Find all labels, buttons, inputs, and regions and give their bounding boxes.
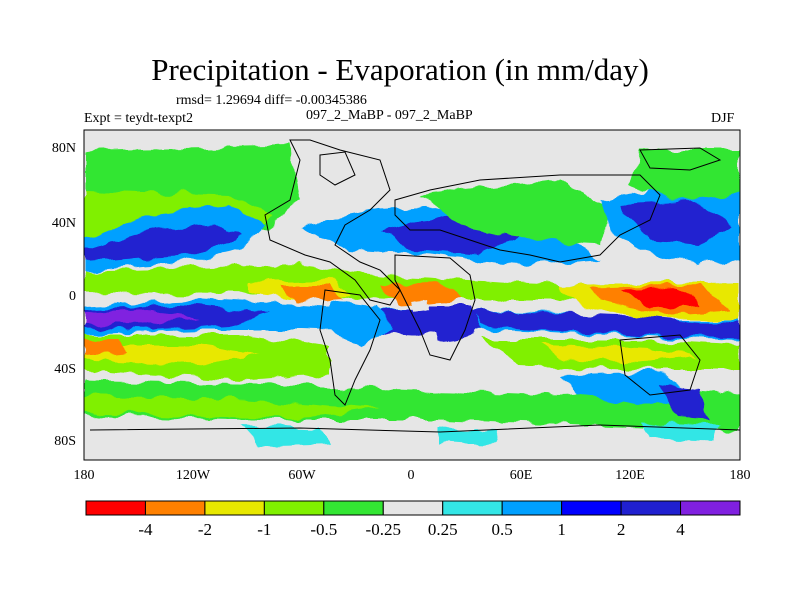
- colorbar-label: -4: [138, 520, 153, 539]
- colorbar-swatch: [85, 500, 146, 516]
- colorbar-label: 1: [557, 520, 566, 539]
- lon-tick-label: 180: [74, 468, 95, 483]
- colorbar-label: 4: [676, 520, 685, 539]
- colorbar-swatch: [144, 500, 206, 516]
- lon-tick-label: 0: [408, 468, 415, 483]
- colorbar-swatch: [620, 500, 682, 516]
- colorbar-label: -1: [257, 520, 271, 539]
- lat-tick-label: 0: [69, 289, 76, 304]
- colorbar-label: -2: [198, 520, 212, 539]
- lat-tick-label: 40N: [52, 216, 76, 231]
- colorbar-label: 0.5: [492, 520, 513, 539]
- lon-tick-label: 60W: [288, 468, 316, 483]
- colorbar: -4 -2 -1 -0.5 -0.25 0.25 0.5 1 2 4: [85, 500, 741, 539]
- stats-text: rmsd= 1.29694 diff= -0.00345386: [176, 93, 367, 108]
- lon-tick-label: 180: [730, 468, 751, 483]
- lat-tick-label: 80N: [52, 141, 76, 156]
- colorbar-swatch: [204, 500, 265, 516]
- colorbar-swatch: [680, 500, 741, 516]
- colorbar-swatch: [323, 500, 384, 516]
- colorbar-label: -0.5: [310, 520, 337, 539]
- colorbar-label: 0.25: [428, 520, 458, 539]
- colorbar-label: -0.25: [366, 520, 401, 539]
- map-field: [84, 130, 740, 460]
- lon-tick-label: 120W: [176, 468, 211, 483]
- lat-tick-label: 40S: [54, 362, 76, 377]
- colorbar-swatch: [263, 500, 325, 516]
- colorbar-swatch: [501, 500, 563, 516]
- plot-title: Precipitation - Evaporation (in mm/day): [151, 52, 649, 87]
- season-label: DJF: [711, 111, 735, 126]
- colorbar-label: 2: [617, 520, 626, 539]
- case-label: 097_2_MaBP - 097_2_MaBP: [306, 108, 473, 123]
- lon-tick-label: 120E: [615, 468, 645, 483]
- map-frame: [83, 129, 741, 461]
- lat-tick-label: 80S: [54, 434, 76, 449]
- lon-axis: 180 120W 60W 0 60E 120E 180: [74, 468, 751, 483]
- lat-axis: 80N 40N 0 40S 80S: [52, 141, 76, 449]
- colorbar-swatch: [442, 500, 503, 516]
- experiment-label: Expt = teydt-texpt2: [84, 111, 193, 126]
- lon-tick-label: 60E: [510, 468, 533, 483]
- colorbar-swatch: [382, 500, 444, 516]
- colorbar-swatch: [561, 500, 622, 516]
